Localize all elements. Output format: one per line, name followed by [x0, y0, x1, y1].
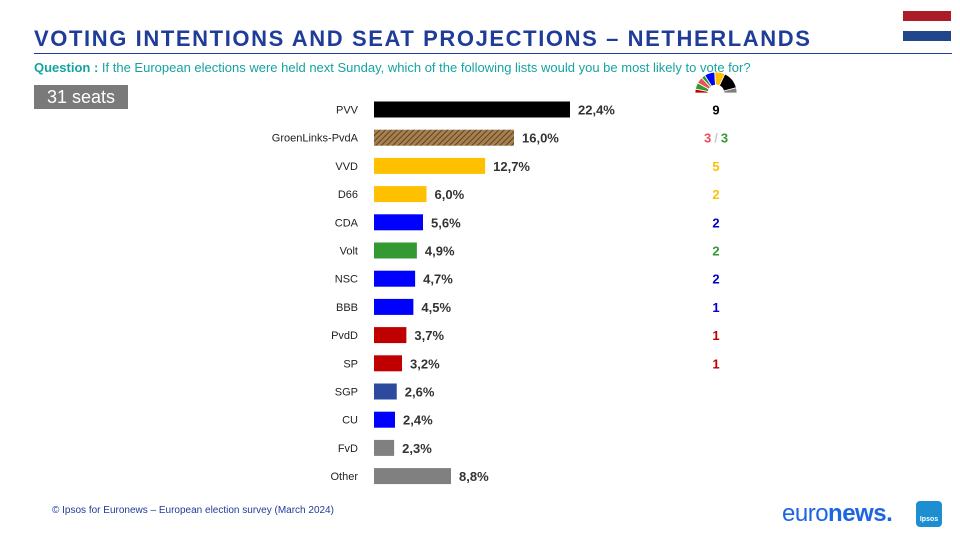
euronews-logo: euronews. — [782, 500, 893, 528]
value-label: 22,4% — [578, 103, 615, 118]
category-label: NSC — [335, 274, 358, 286]
source-note: © Ipsos for Euronews – European election… — [52, 505, 334, 516]
bar — [374, 214, 423, 231]
category-label: PVV — [336, 105, 359, 117]
category-label: CU — [342, 415, 358, 427]
category-label: Other — [330, 471, 358, 483]
parliament-icon — [694, 71, 738, 94]
value-label: 5,6% — [431, 215, 461, 230]
seat-count: 2 — [712, 272, 719, 287]
value-label: 4,5% — [421, 300, 451, 315]
value-label: 16,0% — [522, 131, 559, 146]
parliament-segment — [723, 87, 738, 94]
logo-prefix: euro — [782, 500, 829, 527]
page-title: VOTING INTENTIONS AND SEAT PROJECTIONS –… — [34, 26, 812, 51]
value-label: 6,0% — [435, 187, 465, 202]
question-text: If the European elections were held next… — [101, 60, 751, 75]
category-label: SP — [343, 358, 358, 370]
category-label: D66 — [338, 189, 358, 201]
value-label: 3,2% — [410, 356, 440, 371]
netherlands-flag-icon — [903, 11, 951, 41]
category-label: VVD — [335, 161, 358, 173]
seat-count: 2 — [712, 187, 719, 202]
logo-suffix: news. — [828, 500, 893, 527]
category-label: PvdD — [331, 330, 358, 342]
title-divider — [34, 53, 952, 54]
seats-badge: 31 seats — [34, 85, 128, 109]
value-label: 2,3% — [402, 441, 432, 456]
bar — [374, 242, 417, 259]
flag-stripe-red — [903, 11, 951, 21]
flag-stripe-blue — [903, 31, 951, 41]
value-label: 2,6% — [405, 385, 435, 400]
question-label: Question : — [34, 60, 99, 75]
value-label: 3,7% — [414, 328, 444, 343]
value-label: 2,4% — [403, 413, 433, 428]
bar — [374, 439, 395, 456]
bar — [374, 327, 407, 344]
seat-count: 2 — [712, 215, 719, 230]
seat-count: 1 — [712, 300, 719, 315]
category-label: GroenLinks-PvdA — [272, 133, 359, 145]
flag-stripe-white — [903, 21, 951, 31]
category-label: SGP — [335, 387, 358, 399]
bar — [374, 383, 397, 400]
bar — [374, 355, 402, 372]
category-label: Volt — [340, 246, 358, 258]
seat-count: 2 — [712, 244, 719, 259]
value-label: 12,7% — [493, 159, 530, 174]
bar — [374, 270, 416, 287]
seat-count: 5 — [712, 159, 719, 174]
bar — [374, 411, 395, 428]
seat-count: 1 — [712, 356, 719, 371]
bar — [374, 157, 486, 174]
value-label: 4,7% — [423, 272, 453, 287]
bar — [374, 101, 570, 118]
value-label: 8,8% — [459, 469, 489, 484]
value-label: 4,9% — [425, 244, 455, 259]
survey-question: Question : If the European elections wer… — [34, 60, 751, 75]
bar — [374, 468, 451, 485]
seat-count: 9 — [712, 103, 719, 118]
seat-count: 3/3 — [704, 131, 728, 146]
bar — [374, 298, 414, 315]
seat-count: 1 — [712, 328, 719, 343]
ipsos-logo-icon: Ipsos — [916, 501, 942, 527]
bar — [374, 186, 427, 203]
category-label: FvD — [338, 443, 358, 455]
category-label: BBB — [336, 302, 358, 314]
bar — [374, 129, 514, 146]
category-label: CDA — [335, 217, 359, 229]
